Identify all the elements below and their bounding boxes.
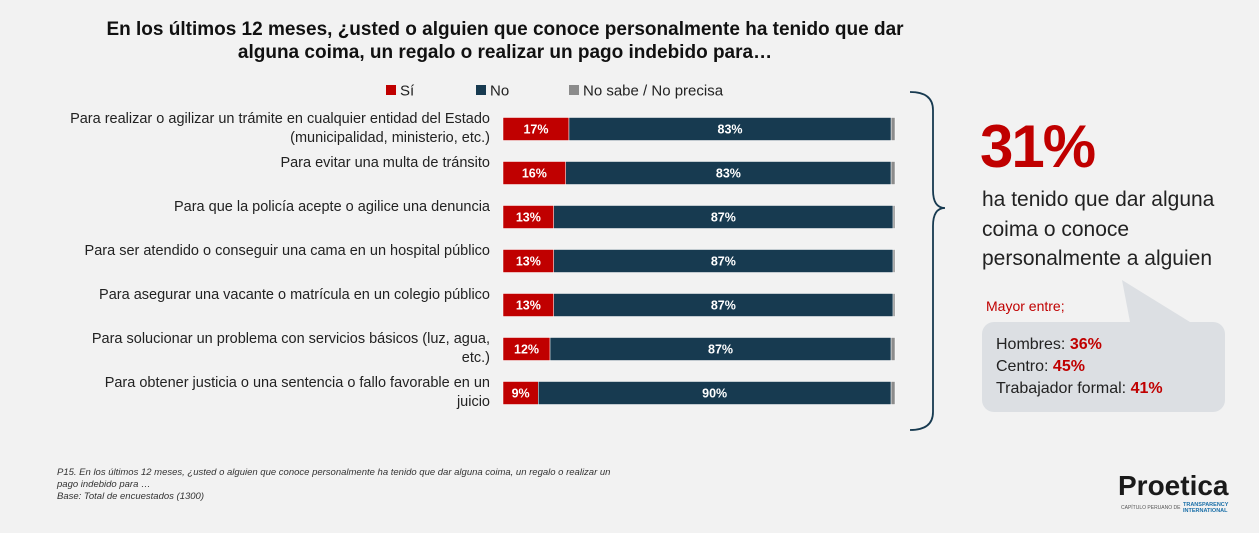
legend-label: No sabe / No precisa [583,83,724,100]
value-label: 87% [711,255,736,269]
value-label: 83% [716,167,741,181]
stat-text: ha tenido que dar alguna coima o conoce … [982,188,1215,270]
footnote-line: P15. En los últimos 12 meses, ¿usted o a… [57,467,611,490]
chart-title: En los últimos 12 meses, ¿usted o alguie… [106,19,904,63]
breakdown-value: 41% [1130,380,1163,397]
callout-tail [1122,280,1190,322]
big-stat: 31% [980,113,1096,180]
logo: Proetica [1118,470,1229,501]
callout-subtitle: Mayor entre; [986,298,1065,314]
category-label: Para solucionar un problema con servicio… [91,331,490,366]
category-label: Para realizar o agilizar un trámite en c… [70,111,490,146]
bar-segment [890,161,896,185]
bar-segment [890,117,896,141]
bar-segment [892,293,896,317]
value-label: 87% [711,299,736,313]
value-label: 83% [718,123,743,137]
value-label: 17% [523,123,548,137]
bar-segment [890,337,896,361]
category-label: Para obtener justicia o una sentencia o … [104,375,490,410]
breakdown-label: Centro: [996,358,1049,375]
legend-swatch [386,85,396,95]
legend-label: Sí [400,83,415,100]
logo-partner: TRANSPARENCY INTERNATIONAL [1183,502,1229,514]
value-label: 13% [516,299,541,313]
breakdown-row: Centro: 45% [996,358,1085,376]
callout-box: Hombres: 36% Centro: 45% Trabajador formal… [982,322,1225,412]
value-label: 90% [702,387,727,401]
brace [909,91,946,431]
footnote-line: Base: Total de encuestados (1300) [57,491,204,502]
logo-tagline: CAPÍTULO PERUANO DE [1121,505,1181,511]
breakdown-row: Hombres: 36% [996,336,1102,354]
footnote: P15. En los últimos 12 meses, ¿usted o a… [57,467,627,503]
breakdown-row: Trabajador formal: 41% [996,380,1163,398]
category-label: Para evitar una multa de tránsito [280,155,490,171]
breakdown-label: Trabajador formal: [996,380,1127,397]
value-label: 13% [516,255,541,269]
value-label: 16% [522,167,547,181]
bar-segment [892,205,896,229]
legend-swatch [569,85,579,95]
category-label: Para asegurar una vacante o matrícula en… [99,287,490,303]
breakdown-value: 36% [1069,336,1102,353]
category-label: Para que la policía acepte o agilice una… [173,199,490,215]
category-label: Para ser atendido o conseguir una cama e… [84,243,490,259]
breakdown-label: Hombres: [996,336,1066,353]
value-label: 9% [512,387,530,401]
legend-swatch [476,85,486,95]
value-label: 13% [516,211,541,225]
bar-segment [890,381,896,405]
legend-label: No [490,83,509,100]
bar-segment [892,249,896,273]
breakdown-value: 45% [1052,358,1085,375]
value-label: 87% [708,343,733,357]
value-label: 12% [514,343,539,357]
value-label: 87% [711,211,736,225]
